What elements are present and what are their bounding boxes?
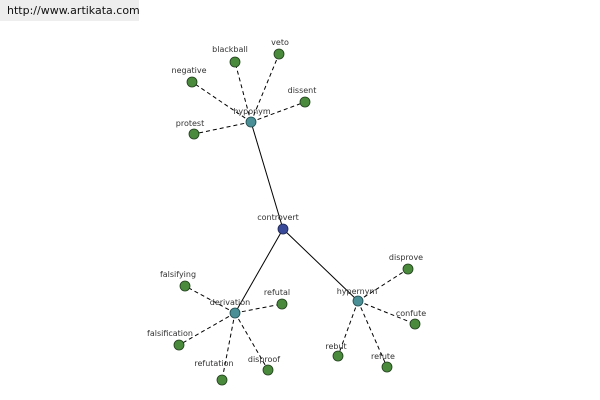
edge-derivation-refutation: [221, 312, 236, 381]
leaf-node-protest[interactable]: protest: [176, 119, 204, 140]
url-banner: http://www.artikata.com: [0, 0, 140, 21]
leaf-node-dot[interactable]: [216, 374, 228, 386]
hub-node-dot[interactable]: [352, 295, 364, 307]
edge-hyponym-negative: [191, 81, 252, 123]
hub-node-dot[interactable]: [229, 307, 241, 319]
leaf-node-dot[interactable]: [186, 76, 198, 88]
leaf-node-label[interactable]: falsifying: [160, 270, 196, 279]
leaf-node-dot[interactable]: [381, 361, 393, 373]
edge-controvert-hyponym: [250, 121, 284, 230]
edge-controvert-derivation: [234, 228, 284, 314]
edge-derivation-refutal: [234, 303, 283, 314]
leaf-node-dot[interactable]: [299, 96, 311, 108]
leaf-node-blackball[interactable]: blackball: [212, 45, 248, 68]
edge-hypernym-rebut: [337, 300, 359, 357]
center-node-label[interactable]: controvert: [257, 213, 299, 222]
leaf-node-dot[interactable]: [188, 128, 200, 140]
leaf-node-dot[interactable]: [402, 263, 414, 275]
leaf-node-dot[interactable]: [173, 339, 185, 351]
leaf-node-refutation[interactable]: refutation: [194, 359, 234, 386]
edge-hypernym-disprove: [357, 268, 409, 302]
hub-node-derivation[interactable]: derivation: [210, 298, 250, 319]
hub-node-hypernym[interactable]: hypernym: [337, 287, 378, 307]
edge-hypernym-refute: [357, 300, 388, 368]
edge-hypernym-confute: [357, 300, 416, 325]
leaf-node-refute[interactable]: refute: [371, 352, 395, 373]
center-node-dot[interactable]: [277, 223, 289, 235]
edge-hyponym-veto: [250, 53, 280, 123]
edge-derivation-falsification: [178, 312, 236, 346]
hub-node-label[interactable]: derivation: [210, 298, 250, 307]
leaf-node-disproof[interactable]: disproof: [248, 355, 280, 376]
leaf-node-label[interactable]: disproof: [248, 355, 280, 364]
edge-hyponym-blackball: [234, 61, 252, 123]
edge-derivation-falsifying: [184, 285, 236, 314]
dashed-edges: [178, 53, 416, 381]
solid-edges: [234, 121, 359, 314]
leaf-node-falsification[interactable]: falsification: [147, 329, 193, 351]
edge-hyponym-dissent: [250, 101, 306, 123]
leaf-node-disprove[interactable]: disprove: [389, 253, 423, 275]
hub-node-label[interactable]: hyponym: [233, 107, 271, 116]
edge-hyponym-protest: [193, 121, 252, 135]
leaf-node-dot[interactable]: [276, 298, 288, 310]
site-url-link[interactable]: http://www.artikata.com: [7, 4, 140, 17]
leaf-node-dot[interactable]: [332, 350, 344, 362]
leaf-node-label[interactable]: protest: [176, 119, 204, 128]
leaf-node-falsifying[interactable]: falsifying: [160, 270, 196, 292]
leaf-node-confute[interactable]: confute: [396, 309, 426, 330]
leaf-node-dissent[interactable]: dissent: [288, 86, 317, 108]
leaf-node-label[interactable]: negative: [172, 66, 207, 75]
edge-controvert-hypernym: [282, 228, 359, 302]
edge-derivation-disproof: [234, 312, 269, 371]
leaf-node-veto[interactable]: veto: [271, 38, 289, 60]
leaf-node-label[interactable]: refutation: [194, 359, 233, 368]
leaf-node-dot[interactable]: [262, 364, 274, 376]
leaf-node-label[interactable]: refute: [371, 352, 395, 361]
leaf-node-label[interactable]: confute: [396, 309, 426, 318]
leaf-node-refutal[interactable]: refutal: [264, 288, 290, 310]
leaf-node-label[interactable]: blackball: [212, 45, 248, 54]
hub-node-hyponym[interactable]: hyponym: [233, 107, 271, 128]
leaf-node-rebut[interactable]: rebut: [325, 342, 347, 362]
leaf-node-dot[interactable]: [179, 280, 191, 292]
leaf-node-label[interactable]: veto: [271, 38, 289, 47]
leaf-node-dot[interactable]: [409, 318, 421, 330]
leaf-node-dot[interactable]: [229, 56, 241, 68]
leaf-node-label[interactable]: dissent: [288, 86, 317, 95]
leaf-node-dot[interactable]: [273, 48, 285, 60]
hub-node-label[interactable]: hypernym: [337, 287, 378, 296]
leaf-node-negative[interactable]: negative: [172, 66, 207, 88]
hub-node-dot[interactable]: [245, 116, 257, 128]
center-node[interactable]: controvert: [257, 213, 299, 235]
leaf-node-label[interactable]: refutal: [264, 288, 290, 297]
leaf-node-label[interactable]: falsification: [147, 329, 193, 338]
leaf-node-label[interactable]: rebut: [325, 342, 346, 351]
leaf-node-label[interactable]: disprove: [389, 253, 423, 262]
